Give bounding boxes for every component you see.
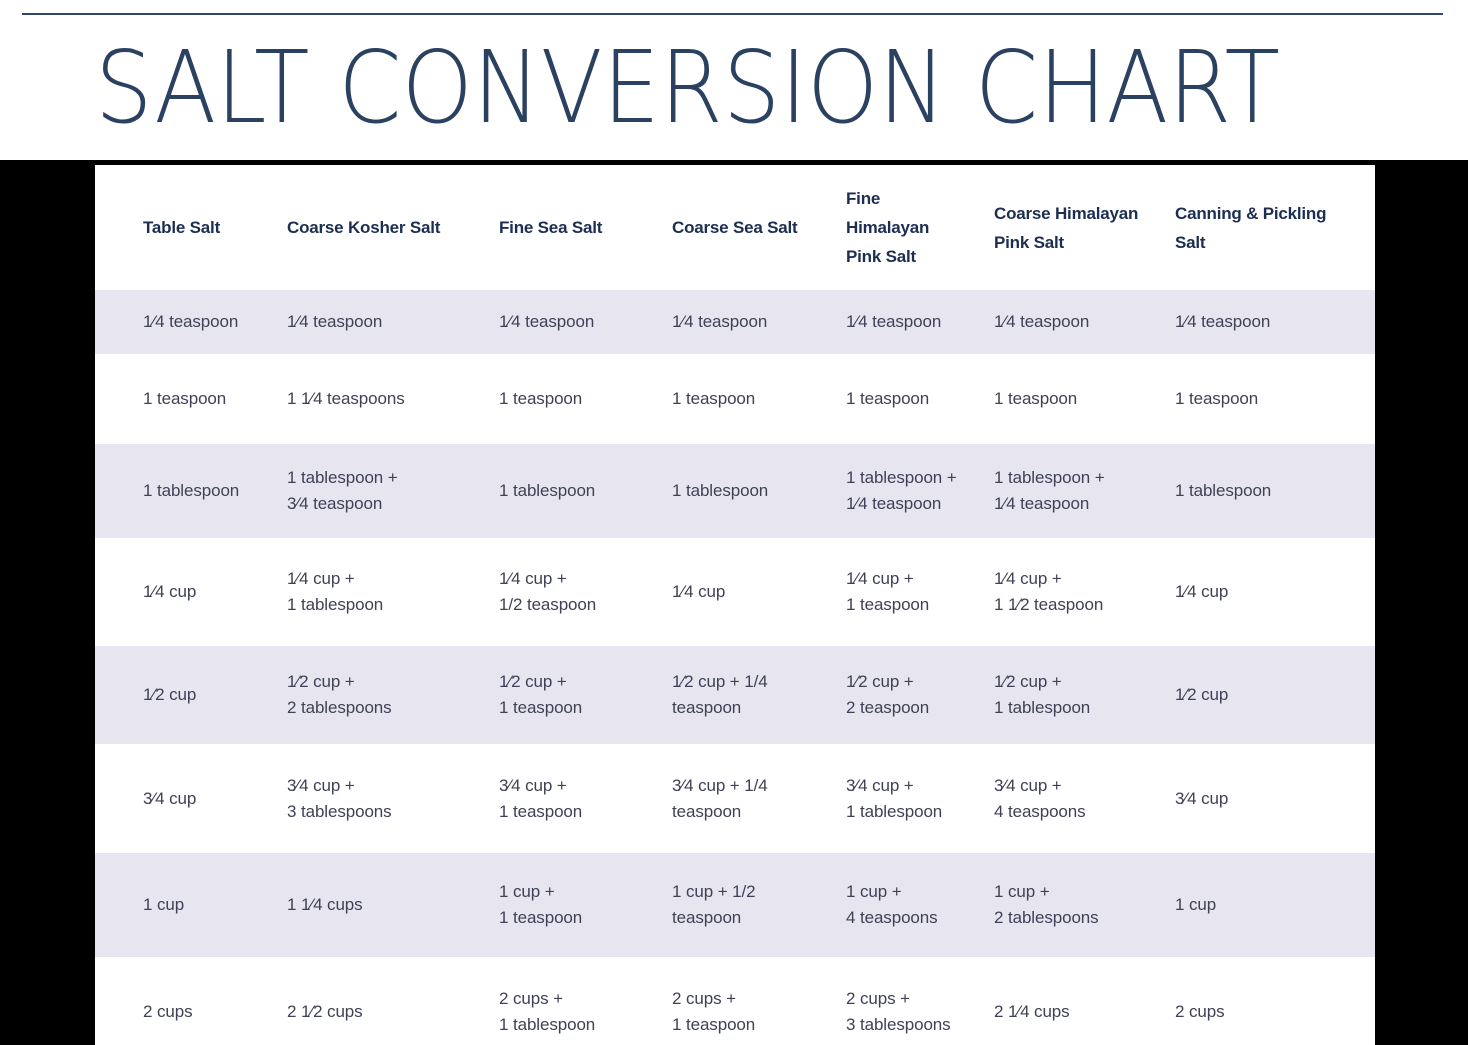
table-cell: 1 cup: [1175, 895, 1217, 914]
table-cell: 1⁄4 cup: [672, 582, 726, 601]
salt-conversion-table: Table Salt Coarse Kosher Salt Fine Sea Sal…: [95, 165, 1375, 1045]
table-cell: 1 cup: [143, 895, 185, 914]
column-header: Fine Sea Salt: [499, 218, 603, 237]
column-header: Coarse Kosher Salt: [287, 218, 441, 237]
column-header: Coarse Himalayan Pink Salt: [994, 203, 1139, 252]
table-cell: 1⁄4 teaspoon: [672, 312, 768, 331]
table-cell: 2 cups + 1 teaspoon: [672, 989, 756, 1034]
table-cell: 2 1⁄4 cups: [994, 1002, 1070, 1021]
table-cell: 1 teaspoon: [994, 389, 1078, 408]
table-cell: 1⁄4 teaspoon: [499, 312, 595, 331]
table-cell: 1 1⁄4 cups: [287, 895, 363, 914]
table-row: 1 cup 1 1⁄4 cups 1 cup + 1 teaspoon 1 cup +…: [95, 853, 1375, 957]
table-cell: 2 1⁄2 cups: [287, 1002, 363, 1021]
table-cell: 1 tablespoon: [143, 481, 240, 500]
table-cell: 1 cup + 1/2 teaspoon: [672, 882, 756, 927]
table-cell: 1 tablespoon: [1175, 481, 1272, 500]
page-title-wrap: SALT CONVERSION CHART: [95, 35, 1280, 125]
table-row: 1 tablespoon 1 tablespoon + 3⁄4 teaspoon 1…: [95, 444, 1375, 538]
table-cell: 3⁄4 cup + 1 teaspoon: [499, 775, 583, 821]
table-cell: 2 cups: [143, 1002, 193, 1021]
table-area: Table Salt Coarse Kosher Salt Fine Sea Sal…: [95, 165, 1375, 1045]
table-cell: 2 cups + 1 tablespoon: [499, 989, 596, 1034]
table-cell: 1 teaspoon: [143, 389, 227, 408]
column-header: Coarse Sea Salt: [672, 218, 798, 237]
table-cell: 1⁄4 cup: [143, 582, 197, 601]
table-cell: 1 tablespoon: [672, 481, 769, 500]
table-cell: 1⁄4 teaspoon: [1175, 312, 1271, 331]
top-divider-line: [22, 13, 1443, 15]
table-cell: 1 tablespoon + 1⁄4 teaspoon: [994, 468, 1105, 513]
table-cell: 3⁄4 cup + 4 teaspoons: [994, 775, 1086, 821]
table-cell: 1⁄2 cup: [1175, 685, 1229, 704]
table-cell: 2 cups + 3 tablespoons: [846, 989, 951, 1034]
table-row: 1⁄4 cup 1⁄4 cup + 1 tablespoon 1⁄4 cup + 1…: [95, 538, 1375, 646]
table-cell: 1⁄4 cup + 1 1⁄2 teaspoon: [994, 569, 1104, 614]
table-cell: 3⁄4 cup + 1 tablespoon: [846, 775, 943, 821]
table-cell: 1⁄2 cup + 1 tablespoon: [994, 672, 1091, 717]
table-cell: 3⁄4 cup: [1175, 788, 1229, 808]
table-cell: 1⁄4 cup + 1/2 teaspoon: [499, 569, 597, 614]
table-row: 1⁄2 cup 1⁄2 cup + 2 tablespoons 1⁄2 cup + …: [95, 646, 1375, 744]
page-title-svg: SALT CONVERSION CHART: [95, 35, 1280, 125]
table-row: 2 cups 2 1⁄2 cups 2 cups + 1 tablespoon 2 c…: [95, 957, 1375, 1045]
table-cell: 1 tablespoon + 1⁄4 teaspoon: [846, 468, 957, 513]
column-header: Fine Himalayan Pink Salt: [846, 189, 930, 266]
page-title: SALT CONVERSION CHART: [95, 35, 1280, 125]
table-cell: 1 cup + 4 teaspoons: [846, 882, 938, 927]
table-cell: 1 1⁄4 teaspoons: [287, 389, 405, 408]
table-cell: 1⁄4 cup + 1 teaspoon: [846, 569, 930, 614]
header-row: Table Salt Coarse Kosher Salt Fine Sea Sal…: [95, 165, 1375, 290]
table-cell: 1 tablespoon + 3⁄4 teaspoon: [287, 468, 398, 513]
table-body: 1⁄4 teaspoon 1⁄4 teaspoon 1⁄4 teaspoon 1⁄4 …: [95, 290, 1375, 1045]
column-header: Canning & Pickling Salt: [1175, 203, 1327, 252]
table-cell: 1⁄2 cup + 2 tablespoons: [287, 672, 392, 717]
table-cell: 1⁄2 cup + 2 teaspoon: [846, 672, 930, 717]
table-head: Table Salt Coarse Kosher Salt Fine Sea Sal…: [95, 165, 1375, 290]
table-cell: 3⁄4 cup: [143, 788, 197, 808]
table-cell: 1 teaspoon: [499, 389, 583, 408]
table-cell: 2 cups: [1175, 1002, 1225, 1021]
table-cell: 1⁄4 teaspoon: [846, 312, 942, 331]
table-cell: 1⁄2 cup: [143, 685, 197, 704]
table-cell: 1 cup + 1 teaspoon: [499, 882, 583, 927]
table-cell: 1⁄4 teaspoon: [994, 312, 1090, 331]
table-row: 3⁄4 cup 3⁄4 cup + 3 tablespoons 3⁄4 cup + …: [95, 744, 1375, 853]
table-cell: 3⁄4 cup + 3 tablespoons: [287, 775, 392, 821]
table-cell: 1 teaspoon: [672, 389, 756, 408]
table-cell: 1⁄4 teaspoon: [143, 312, 239, 331]
table-cell: 1 teaspoon: [846, 389, 930, 408]
table-cell: 1⁄2 cup + 1 teaspoon: [499, 672, 583, 717]
table-cell: 1 teaspoon: [1175, 389, 1259, 408]
table-cell: 1 cup + 2 tablespoons: [994, 882, 1099, 927]
table-row: 1 teaspoon 1 1⁄4 teaspoons 1 teaspoon 1 tea…: [95, 354, 1375, 444]
table-cell: 3⁄4 cup + 1/4 teaspoon: [672, 775, 768, 821]
table-frame: Table Salt Coarse Kosher Salt Fine Sea Sal…: [0, 160, 1468, 1045]
table-cell: 1 tablespoon: [499, 481, 596, 500]
table-cell: 1⁄4 cup + 1 tablespoon: [287, 569, 384, 614]
table-cell: 1⁄2 cup + 1/4 teaspoon: [672, 672, 768, 717]
table-cell: 1⁄4 cup: [1175, 582, 1229, 601]
column-header: Table Salt: [143, 218, 221, 237]
table-cell: 1⁄4 teaspoon: [287, 312, 383, 331]
table-row: 1⁄4 teaspoon 1⁄4 teaspoon 1⁄4 teaspoon 1⁄4 …: [95, 290, 1375, 354]
